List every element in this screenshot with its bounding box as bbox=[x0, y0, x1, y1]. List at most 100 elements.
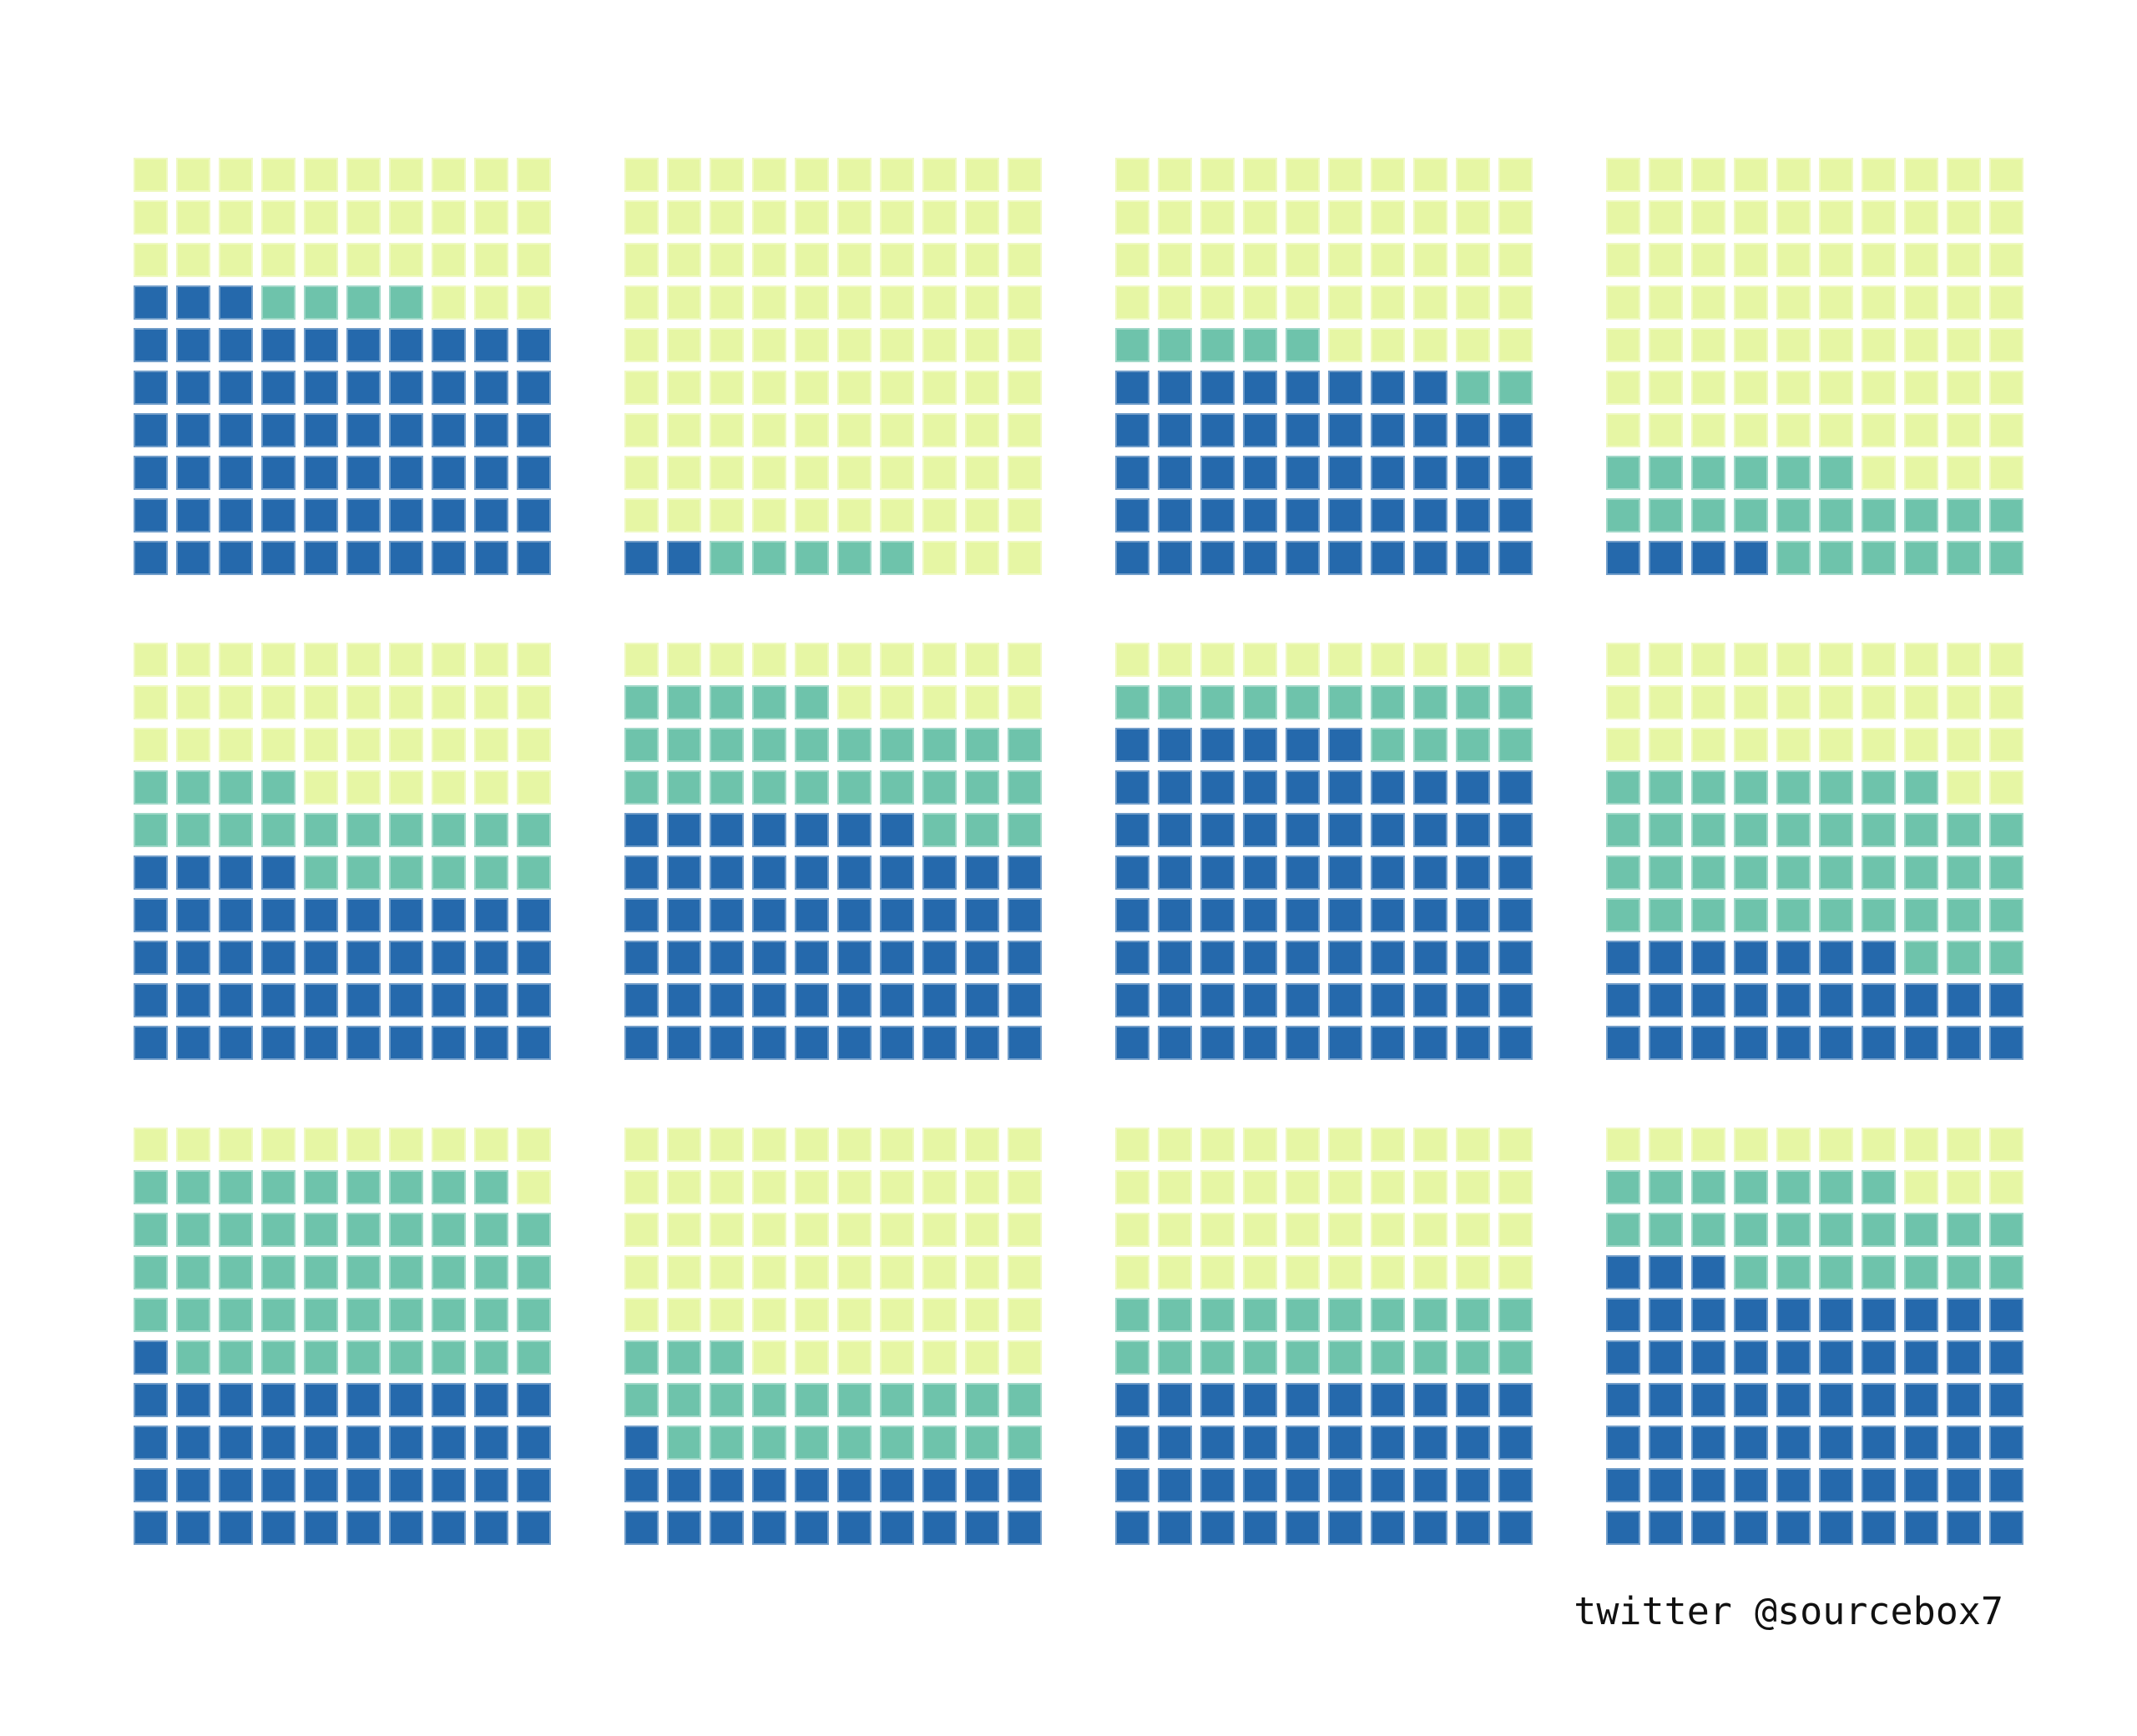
waffle-cell-teal bbox=[1606, 1213, 1640, 1247]
waffle-cell-blue bbox=[389, 541, 423, 575]
waffle-cell-yellow bbox=[1691, 328, 1725, 362]
waffle-cell-yellow bbox=[1328, 643, 1362, 677]
waffle-cell-teal bbox=[752, 685, 786, 719]
waffle-cell-teal bbox=[880, 1383, 914, 1417]
waffle-cell-teal bbox=[1819, 456, 1853, 490]
waffle-cell-blue bbox=[1115, 1511, 1149, 1545]
waffle-cell-yellow bbox=[176, 643, 210, 677]
waffle-cell-yellow bbox=[1649, 328, 1683, 362]
waffle-cell-yellow bbox=[1862, 158, 1896, 192]
waffle-cell-blue bbox=[1200, 1511, 1235, 1545]
waffle-cell-yellow bbox=[1862, 328, 1896, 362]
waffle-cell-yellow bbox=[1947, 770, 1981, 805]
waffle-cell-yellow bbox=[1819, 643, 1853, 677]
waffle-cell-yellow bbox=[1691, 285, 1725, 320]
waffle-cell-blue bbox=[389, 1026, 423, 1060]
waffle-cell-yellow bbox=[1008, 371, 1042, 405]
waffle-cell-yellow bbox=[837, 371, 871, 405]
waffle-cell-blue bbox=[474, 1383, 508, 1417]
waffle-cell-teal bbox=[1649, 498, 1683, 532]
waffle-cell-blue bbox=[1734, 1511, 1768, 1545]
waffle-cell-blue bbox=[219, 285, 253, 320]
waffle-cell-teal bbox=[1947, 898, 1981, 932]
waffle-cell-yellow bbox=[432, 728, 466, 762]
waffle-cell-teal bbox=[1158, 328, 1192, 362]
waffle-cell-blue bbox=[176, 855, 210, 890]
waffle-cell-teal bbox=[1649, 855, 1683, 890]
waffle-cell-blue bbox=[1862, 1383, 1896, 1417]
waffle-cell-teal bbox=[667, 770, 701, 805]
waffle-cell-teal bbox=[1691, 855, 1725, 890]
waffle-cell-blue bbox=[261, 855, 296, 890]
waffle-cell-teal bbox=[304, 1340, 338, 1375]
waffle-cell-blue bbox=[304, 1468, 338, 1502]
waffle-cell-yellow bbox=[922, 243, 957, 277]
waffle-cell-yellow bbox=[1904, 243, 1938, 277]
waffle-cell-blue bbox=[752, 1468, 786, 1502]
waffle-cell-yellow bbox=[1819, 200, 1853, 235]
waffle-cell-blue bbox=[1691, 1340, 1725, 1375]
waffle-cell-blue bbox=[1413, 1383, 1447, 1417]
waffle-cell-yellow bbox=[965, 413, 999, 447]
waffle-cell-teal bbox=[432, 1340, 466, 1375]
waffle-cell-yellow bbox=[346, 728, 381, 762]
waffle-cell-yellow bbox=[1008, 328, 1042, 362]
waffle-cell-teal bbox=[219, 1255, 253, 1289]
waffle-cell-yellow bbox=[880, 1340, 914, 1375]
waffle-cell-blue bbox=[1947, 1511, 1981, 1545]
waffle-cell-teal bbox=[176, 1340, 210, 1375]
waffle-cell-yellow bbox=[346, 200, 381, 235]
waffle-cell-blue bbox=[517, 541, 551, 575]
waffle-cell-blue bbox=[517, 983, 551, 1017]
waffle-cell-yellow bbox=[1243, 643, 1277, 677]
waffle-cell-blue bbox=[1328, 813, 1362, 847]
waffle-cell-yellow bbox=[1243, 285, 1277, 320]
waffle-cell-yellow bbox=[1649, 728, 1683, 762]
waffle-cell-yellow bbox=[1904, 456, 1938, 490]
waffle-cell-blue bbox=[1989, 1511, 2023, 1545]
waffle-cell-blue bbox=[1498, 770, 1533, 805]
waffle-cell-yellow bbox=[922, 200, 957, 235]
waffle-cell-blue bbox=[134, 855, 168, 890]
waffle-cell-blue bbox=[1371, 456, 1405, 490]
waffle-cell-yellow bbox=[1158, 285, 1192, 320]
waffle-cell-blue bbox=[667, 983, 701, 1017]
waffle-cell-yellow bbox=[1862, 456, 1896, 490]
waffle-cell-yellow bbox=[1606, 413, 1640, 447]
waffle-cell-yellow bbox=[1734, 413, 1768, 447]
waffle-cell-blue bbox=[1371, 770, 1405, 805]
waffle-cell-yellow bbox=[474, 200, 508, 235]
waffle-chart-8 bbox=[1606, 643, 2023, 1060]
waffle-cell-yellow bbox=[346, 643, 381, 677]
waffle-cell-blue bbox=[1989, 983, 2023, 1017]
waffle-cell-yellow bbox=[346, 685, 381, 719]
waffle-cell-yellow bbox=[837, 158, 871, 192]
waffle-cell-yellow bbox=[1328, 200, 1362, 235]
waffle-cell-blue bbox=[517, 1026, 551, 1060]
waffle-cell-blue bbox=[1371, 1468, 1405, 1502]
waffle-cell-blue bbox=[474, 413, 508, 447]
waffle-cell-blue bbox=[474, 456, 508, 490]
waffle-cell-blue bbox=[1158, 413, 1192, 447]
waffle-cell-yellow bbox=[474, 770, 508, 805]
waffle-cell-blue bbox=[219, 1468, 253, 1502]
waffle-cell-yellow bbox=[517, 1128, 551, 1162]
waffle-cell-yellow bbox=[1200, 158, 1235, 192]
waffle-cell-blue bbox=[837, 813, 871, 847]
waffle-cell-teal bbox=[389, 1298, 423, 1332]
waffle-cell-yellow bbox=[922, 643, 957, 677]
waffle-cell-yellow bbox=[922, 158, 957, 192]
waffle-cell-blue bbox=[1649, 1383, 1683, 1417]
waffle-cell-yellow bbox=[795, 328, 829, 362]
waffle-cell-blue bbox=[1606, 941, 1640, 975]
waffle-cell-teal bbox=[517, 1298, 551, 1332]
waffle-cell-yellow bbox=[795, 285, 829, 320]
waffle-cell-yellow bbox=[837, 456, 871, 490]
waffle-cell-blue bbox=[1158, 1426, 1192, 1460]
waffle-cell-teal bbox=[517, 1213, 551, 1247]
waffle-cell-yellow bbox=[667, 1170, 701, 1204]
waffle-cell-teal bbox=[1413, 685, 1447, 719]
waffle-cell-blue bbox=[474, 1511, 508, 1545]
waffle-cell-blue bbox=[134, 456, 168, 490]
waffle-cell-teal bbox=[1606, 1170, 1640, 1204]
